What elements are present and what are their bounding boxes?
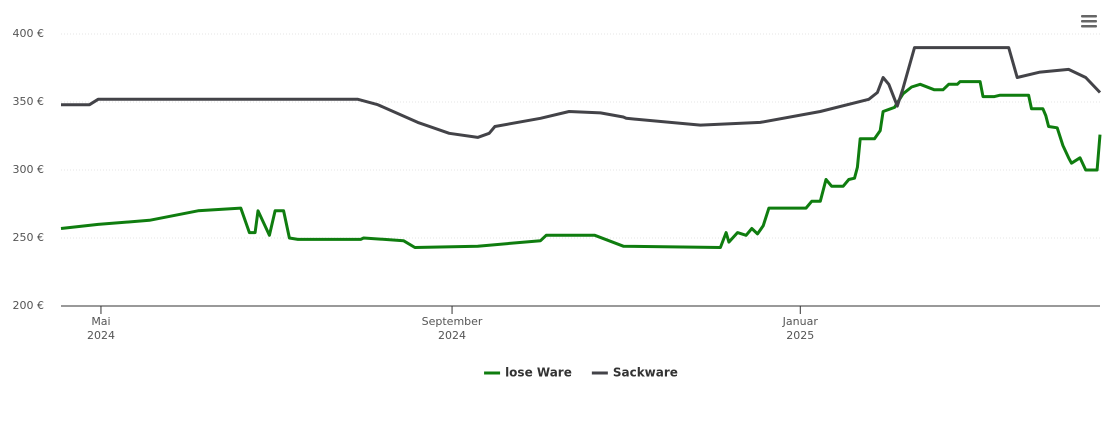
- y-tick-label: 300 €: [13, 163, 45, 176]
- legend-item: lose Ware: [484, 366, 572, 380]
- y-tick-label: 250 €: [13, 231, 45, 244]
- menu-bar: [1081, 25, 1097, 28]
- series-line: [61, 46, 1102, 139]
- x-tick-label: Januar 2025: [782, 315, 819, 342]
- series-line: [60, 80, 1102, 249]
- legend-label: Sackware: [613, 366, 678, 380]
- legend-label: lose Ware: [505, 366, 572, 380]
- y-tick-label: 200 €: [13, 299, 45, 312]
- menu-button[interactable]: [1079, 13, 1099, 31]
- menu-bar: [1081, 20, 1097, 23]
- menu-bar: [1081, 15, 1097, 18]
- x-tick-label: Mai 2024: [87, 315, 115, 342]
- legend-item: Sackware: [591, 366, 678, 380]
- y-tick-label: 400 €: [13, 27, 45, 40]
- x-tick-label: September 2024: [422, 315, 483, 342]
- legend: lose Ware Sackware: [484, 366, 678, 380]
- y-tick-label: 350 €: [13, 95, 45, 108]
